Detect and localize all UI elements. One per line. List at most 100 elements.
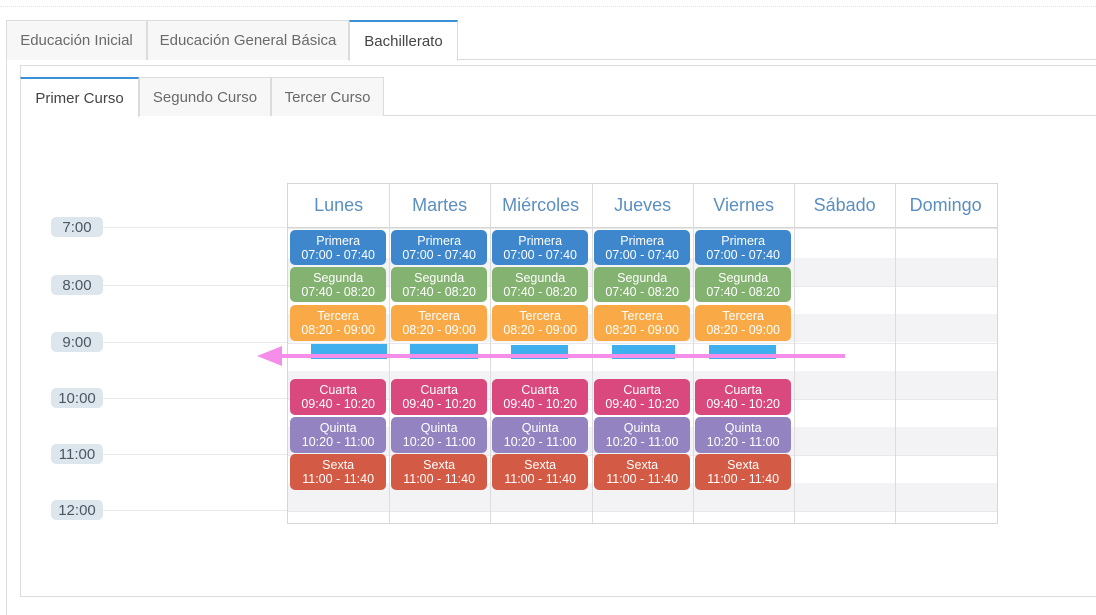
time-gridline [95, 285, 287, 286]
event-time-range: 08:20 - 09:00 [605, 323, 679, 337]
event-title: Tercera [621, 309, 663, 323]
schedule-event[interactable]: Tercera 08:20 - 09:00 [290, 305, 387, 341]
schedule-event[interactable]: Quinta 10:20 - 11:00 [695, 417, 792, 453]
time-gridline [95, 227, 287, 228]
time-gridline [95, 510, 287, 511]
day-column-divider [592, 184, 593, 523]
event-time-range: 08:20 - 09:00 [706, 323, 780, 337]
time-gridline [95, 342, 287, 343]
day-column-divider [693, 184, 694, 523]
schedule-event[interactable]: Tercera 08:20 - 09:00 [594, 305, 691, 341]
tab-primer-curso[interactable]: Primer Curso [20, 77, 139, 117]
tab-educacion-inicial[interactable]: Educación Inicial [6, 20, 147, 60]
event-title: Cuarta [521, 383, 559, 397]
day-column-divider [389, 184, 390, 523]
schedule-event[interactable]: Cuarta 09:40 - 10:20 [695, 379, 792, 415]
event-time-range: 11:00 - 11:40 [403, 472, 476, 486]
event-title: Segunda [617, 270, 668, 285]
tab-segundo-curso[interactable]: Segundo Curso [139, 77, 271, 116]
schedule-event[interactable]: Quinta 10:20 - 11:00 [492, 417, 589, 453]
day-column-divider [895, 184, 896, 523]
event-time-range: 07:40 - 08:20 [605, 284, 679, 299]
schedule-event[interactable]: Segunda 07:40 - 08:20 [695, 267, 792, 302]
schedule-event[interactable]: Sexta 11:00 - 11:40 [391, 454, 488, 490]
event-title: Quinta [521, 421, 559, 435]
schedule-event[interactable]: Primera 07:00 - 07:40 [492, 230, 589, 265]
event-title: Cuarta [420, 383, 458, 397]
event-title: Sexta [727, 458, 760, 472]
event-time-range: 09:40 - 10:20 [301, 397, 375, 411]
schedule-event[interactable]: Cuarta 09:40 - 10:20 [492, 379, 589, 415]
time-label: 10:00 [51, 388, 103, 408]
event-time-range: 08:20 - 09:00 [301, 323, 375, 337]
schedule-event[interactable]: Cuarta 09:40 - 10:20 [391, 379, 488, 415]
event-time-range: 08:20 - 09:00 [503, 323, 577, 337]
event-title: Segunda [515, 270, 566, 285]
event-title: Cuarta [623, 383, 661, 397]
event-title: Primera [316, 233, 361, 248]
event-time-range: 07:40 - 08:20 [301, 284, 375, 299]
weekly-schedule: Lunes Martes Miércoles Jueves Viernes Sábado D… [287, 183, 998, 524]
event-title: Primera [721, 233, 766, 248]
schedule-event[interactable]: Quinta 10:20 - 11:00 [594, 417, 691, 453]
event-time-range: 07:00 - 07:40 [503, 247, 577, 262]
event-time-range: 09:40 - 10:20 [402, 397, 476, 411]
tab-bachillerato[interactable]: Bachillerato [349, 20, 458, 61]
event-title: Tercera [722, 309, 764, 323]
time-gridline [95, 398, 287, 399]
schedule-event[interactable]: Segunda 07:40 - 08:20 [391, 267, 488, 302]
schedule-event[interactable]: Segunda 07:40 - 08:20 [594, 267, 691, 302]
schedule-event[interactable]: Sexta 11:00 - 11:40 [492, 454, 589, 490]
event-title: Sexta [322, 458, 355, 472]
schedule-event[interactable]: Tercera 08:20 - 09:00 [391, 305, 488, 341]
tab-educacion-general-basica[interactable]: Educación General Básica [147, 20, 349, 60]
top-divider [0, 6, 1096, 7]
hour-gridline [288, 228, 997, 229]
schedule-event[interactable]: Primera 07:00 - 07:40 [695, 230, 792, 265]
event-time-range: 09:40 - 10:20 [503, 397, 577, 411]
event-title: Tercera [418, 309, 460, 323]
time-gridline [95, 454, 287, 455]
schedule-event[interactable]: Tercera 08:20 - 09:00 [695, 305, 792, 341]
event-time-range: 07:40 - 08:20 [706, 284, 780, 299]
event-title: Primera [518, 233, 563, 248]
event-time-range: 10:20 - 11:00 [605, 435, 679, 449]
schedule-event[interactable]: Tercera 08:20 - 09:00 [492, 305, 589, 341]
event-title: Segunda [313, 270, 364, 285]
schedule-event[interactable]: Sexta 11:00 - 11:40 [594, 454, 691, 490]
event-time-range: 10:20 - 11:00 [503, 435, 577, 449]
event-time-range: 07:40 - 08:20 [503, 284, 577, 299]
day-header: Martes [412, 195, 468, 215]
tab-tercer-curso[interactable]: Tercer Curso [271, 77, 384, 116]
schedule-event[interactable]: Primera 07:00 - 07:40 [290, 230, 387, 265]
header-divider [288, 227, 997, 228]
schedule-event[interactable]: Cuarta 09:40 - 10:20 [290, 379, 387, 415]
schedule-event[interactable]: Segunda 07:40 - 08:20 [290, 267, 387, 302]
event-time-range: 09:40 - 10:20 [605, 397, 679, 411]
event-title: Quinta [623, 421, 661, 435]
schedule-event[interactable]: Primera 07:00 - 07:40 [594, 230, 691, 265]
day-header: Miércoles [502, 195, 580, 215]
event-time-range: 11:00 - 11:40 [606, 472, 679, 486]
schedule-event[interactable]: Sexta 11:00 - 11:40 [695, 454, 792, 490]
event-title: Primera [620, 233, 665, 248]
level-tabs: Educación Inicial Educación General Bási… [6, 20, 1096, 61]
schedule-event[interactable]: Cuarta 09:40 - 10:20 [594, 379, 691, 415]
hour-gridline [288, 511, 997, 512]
schedule-event[interactable]: Primera 07:00 - 07:40 [391, 230, 488, 265]
schedule-event[interactable]: Segunda 07:40 - 08:20 [492, 267, 589, 302]
event-title: Sexta [423, 458, 456, 472]
schedule-event[interactable]: Quinta 10:20 - 11:00 [391, 417, 488, 453]
event-title: Sexta [524, 458, 557, 472]
day-column-divider [794, 184, 795, 523]
event-time-range: 09:40 - 10:20 [706, 397, 780, 411]
schedule-event[interactable]: Quinta 10:20 - 11:00 [290, 417, 387, 453]
day-column-divider [490, 184, 491, 523]
event-time-range: 07:40 - 08:20 [402, 284, 476, 299]
time-label: 12:00 [51, 500, 103, 520]
event-time-range: 11:00 - 11:40 [504, 472, 577, 486]
day-header: Jueves [614, 195, 672, 215]
event-time-range: 10:20 - 11:00 [301, 435, 375, 449]
time-label: 7:00 [51, 217, 103, 237]
schedule-event[interactable]: Sexta 11:00 - 11:40 [290, 454, 387, 490]
